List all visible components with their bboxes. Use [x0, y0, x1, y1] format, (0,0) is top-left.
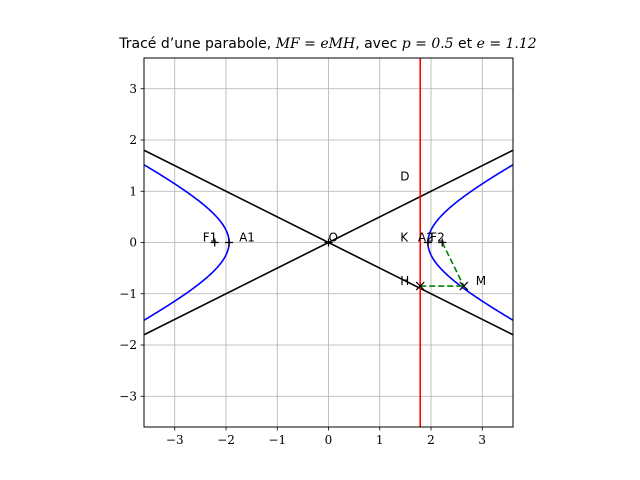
point-marker-o — [324, 238, 333, 247]
point-label-a1: A1 — [239, 231, 255, 245]
point-label-h: H — [400, 274, 409, 288]
point-label-f2: F2 — [430, 231, 445, 245]
point-label-d: D — [400, 169, 409, 183]
y-tick-label: 3 — [129, 82, 137, 96]
point-markers — [210, 238, 469, 291]
point-marker-f1 — [210, 238, 219, 247]
point-marker-m — [459, 281, 469, 291]
title-p: p = 0.5 — [402, 36, 454, 52]
point-label-a2: A2 — [418, 231, 434, 245]
point-marker-a1 — [225, 238, 234, 247]
point-label-f1: F1 — [203, 231, 218, 245]
y-tick-label: −2 — [119, 338, 137, 352]
point-marker-h — [415, 281, 425, 291]
point-marker-f2 — [438, 238, 447, 247]
title-equation: MF = eMH — [275, 36, 356, 52]
title-e: e = 1.12 — [477, 36, 537, 52]
x-tick-label: 3 — [478, 433, 486, 447]
y-tick-label: −3 — [119, 389, 137, 403]
point-label-m: M — [476, 274, 486, 288]
segment-mf — [441, 242, 465, 287]
axis-ticks: −3 −2 −1 0 1 2 3 −3 −2 −1 0 1 2 3 — [119, 82, 486, 447]
point-label-o: O — [329, 231, 338, 245]
y-tick-label: 1 — [129, 184, 137, 198]
x-tick-label: 0 — [325, 433, 333, 447]
title-mid: , avec — [355, 36, 402, 52]
title-join: et — [454, 36, 477, 52]
y-tick-label: 0 — [129, 236, 137, 250]
x-tick-label: 2 — [427, 433, 435, 447]
x-tick-label: −3 — [166, 433, 184, 447]
x-tick-label: −1 — [268, 433, 286, 447]
x-tick-label: 1 — [376, 433, 384, 447]
point-marker-a2 — [423, 238, 432, 247]
title-prefix: Tracé d’une parabole, — [118, 36, 275, 52]
point-label-k: K — [400, 231, 409, 245]
x-tick-label: −2 — [217, 433, 235, 447]
chart-title: Tracé d’une parabole, MF = eMH, avec p =… — [118, 36, 537, 52]
y-tick-label: −1 — [119, 287, 137, 301]
y-tick-label: 2 — [129, 133, 137, 147]
